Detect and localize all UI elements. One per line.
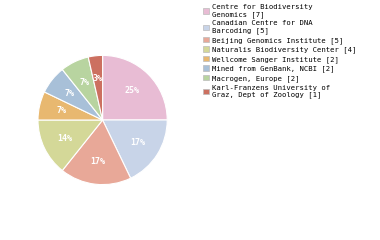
Wedge shape (103, 120, 167, 178)
Text: 3%: 3% (93, 74, 103, 83)
Text: 17%: 17% (90, 157, 105, 166)
Wedge shape (103, 55, 167, 120)
Text: 7%: 7% (57, 106, 67, 115)
Legend: Centre for Biodiversity
Genomics [7], Canadian Centre for DNA
Barcoding [5], Bei: Centre for Biodiversity Genomics [7], Ca… (200, 1, 359, 101)
Wedge shape (44, 70, 103, 120)
Wedge shape (62, 120, 131, 185)
Text: 7%: 7% (65, 90, 75, 98)
Wedge shape (62, 57, 103, 120)
Text: 7%: 7% (79, 78, 89, 87)
Text: 14%: 14% (57, 134, 73, 143)
Wedge shape (88, 55, 103, 120)
Wedge shape (38, 92, 103, 120)
Text: 17%: 17% (130, 138, 146, 147)
Text: 25%: 25% (125, 86, 140, 95)
Wedge shape (38, 120, 103, 170)
